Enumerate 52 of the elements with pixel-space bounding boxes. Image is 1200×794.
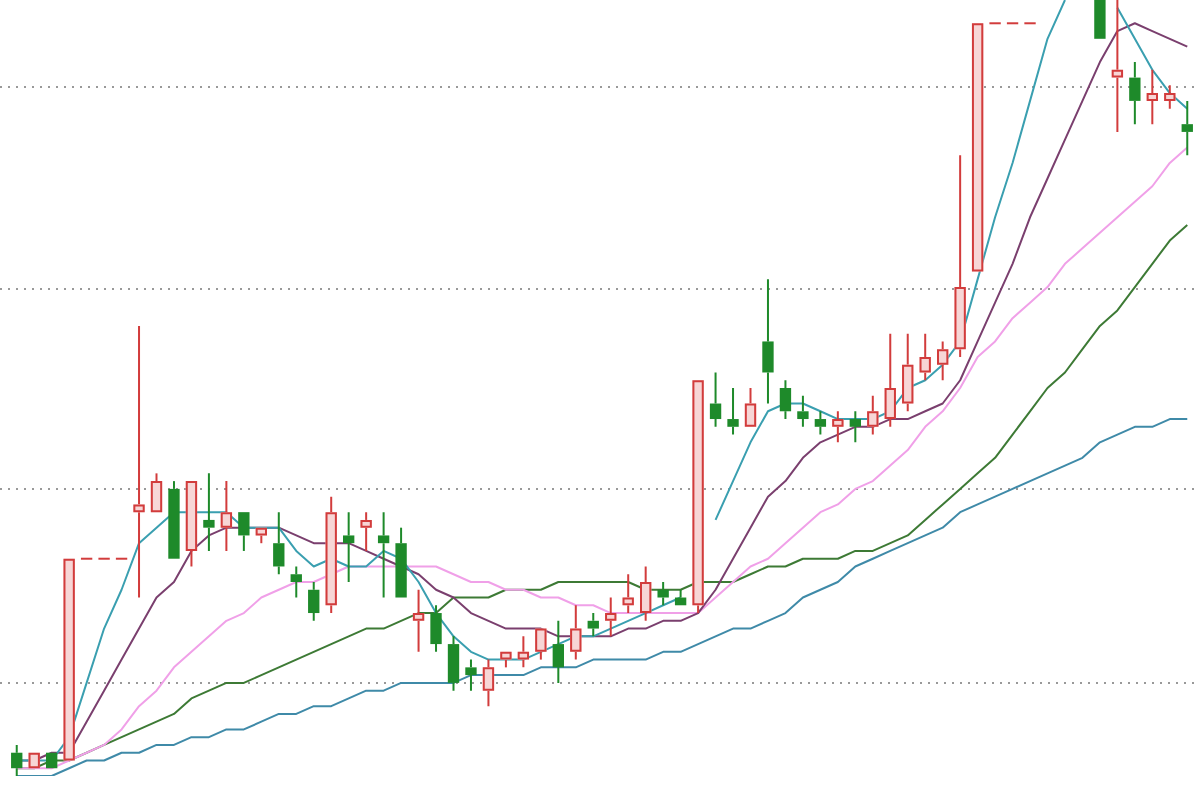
candlestick (884, 332, 896, 428)
candlestick (954, 154, 966, 358)
candlestick (203, 472, 215, 552)
candlestick (482, 658, 495, 708)
candlestick (849, 410, 861, 444)
candlestick (11, 743, 23, 777)
candlestick (1129, 61, 1141, 126)
candlestick (657, 581, 669, 607)
candlestick (517, 635, 530, 669)
candlestick (692, 380, 704, 615)
candlestick (622, 573, 634, 615)
candlestick (640, 565, 652, 622)
candlestick (150, 472, 163, 513)
candlestick (220, 480, 233, 552)
candlestick (814, 410, 827, 436)
candlestick (570, 604, 582, 661)
candlestick (744, 387, 757, 427)
candlestick (867, 394, 879, 436)
candlestick (727, 387, 739, 436)
candlestick (832, 410, 844, 444)
candlestick (273, 511, 285, 576)
candlestick (168, 480, 180, 559)
candlestick (343, 511, 355, 583)
candlestick (430, 604, 442, 653)
candlestick (255, 527, 267, 545)
candlestick (902, 332, 914, 413)
candlestick (185, 481, 198, 568)
candlestick (447, 635, 460, 692)
candlestick (412, 588, 425, 653)
candlestick (133, 324, 145, 599)
candlestick (395, 526, 407, 598)
candlestick (779, 379, 792, 421)
candlestick (325, 495, 337, 615)
candlestick (1146, 68, 1158, 126)
candlestick (238, 512, 250, 552)
candlestick (797, 394, 809, 428)
candlestick (919, 332, 931, 382)
candlestick (1164, 84, 1176, 110)
candlestick (465, 658, 477, 692)
candlestick (290, 565, 302, 599)
candlestick (377, 511, 390, 599)
candlestick (552, 619, 564, 684)
candlestick (360, 511, 372, 552)
candlestick (605, 596, 617, 638)
candlestick (1181, 99, 1193, 157)
candlestick (762, 278, 774, 405)
candlestick (937, 340, 949, 382)
candlestick (1111, 0, 1124, 133)
candlestick (587, 612, 599, 638)
candlestick (308, 581, 320, 622)
candlestick (535, 628, 547, 661)
candlestick (709, 371, 722, 428)
